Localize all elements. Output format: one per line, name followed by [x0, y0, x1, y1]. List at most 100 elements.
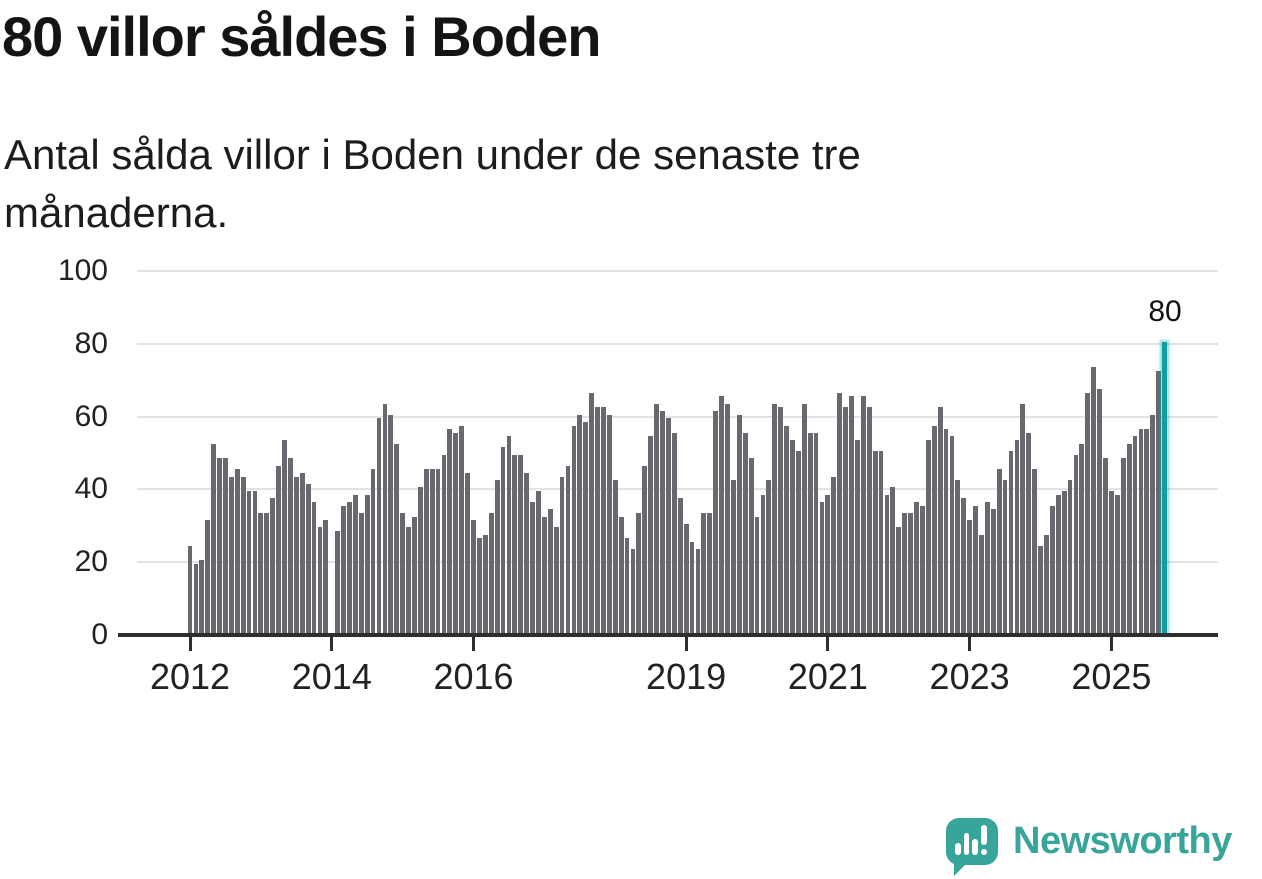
bar — [754, 516, 760, 633]
x-tick — [1109, 633, 1113, 651]
bar — [1144, 429, 1150, 633]
bar — [388, 414, 394, 633]
logo-bar-icon — [972, 839, 978, 855]
bar — [187, 545, 193, 633]
bar — [908, 512, 913, 633]
bar — [205, 520, 211, 633]
gridline — [137, 415, 1218, 418]
gridline — [137, 270, 1218, 272]
bar — [778, 407, 784, 633]
x-tick-label: 2021 — [787, 656, 868, 697]
bar — [382, 403, 388, 633]
chart-title: 80 villor såldes i Boden — [2, 5, 601, 68]
bar — [347, 502, 352, 633]
bar — [240, 476, 246, 633]
bar — [606, 414, 612, 633]
chart-subtitle: Antal sålda villor i Boden under de sena… — [4, 131, 861, 236]
y-tick-label: 40 — [74, 472, 108, 506]
gridline — [137, 561, 1218, 564]
bar — [914, 502, 919, 633]
bar — [772, 403, 778, 633]
bar — [760, 494, 766, 633]
bar — [1132, 436, 1138, 633]
x-tick-label: 2025 — [1071, 656, 1152, 697]
y-tick-label: 100 — [57, 254, 108, 287]
bar — [849, 396, 854, 633]
y-tick-label: 0 — [91, 618, 108, 651]
bar — [825, 494, 831, 633]
bar — [1020, 403, 1026, 633]
bar — [412, 516, 417, 633]
bar — [482, 534, 488, 633]
x-axis-line — [118, 633, 1218, 637]
bar — [902, 512, 908, 633]
bar — [565, 465, 571, 633]
bar — [801, 403, 807, 633]
bar — [742, 432, 748, 633]
bar — [317, 527, 323, 633]
bar — [530, 502, 535, 633]
bar — [583, 421, 589, 633]
bar — [837, 392, 843, 633]
bar — [553, 527, 559, 633]
bar — [376, 418, 382, 633]
bar — [370, 469, 376, 633]
gridline — [137, 342, 1218, 345]
bar — [252, 491, 258, 633]
bar — [1014, 440, 1020, 633]
y-tick-label: 20 — [74, 545, 108, 579]
bar — [518, 454, 524, 633]
bar — [642, 465, 648, 633]
bar — [488, 512, 494, 633]
bar — [979, 534, 984, 633]
bar — [264, 512, 270, 633]
bar — [919, 505, 925, 633]
bar — [1008, 451, 1014, 633]
x-tick-label: 2023 — [929, 656, 1010, 697]
bar — [701, 512, 707, 633]
newsworthy-logo: Newsworthy — [946, 818, 1232, 876]
bar — [494, 480, 500, 633]
y-tick-label: 80 — [74, 326, 108, 360]
bar — [293, 476, 299, 633]
bar — [211, 443, 217, 633]
bar — [1044, 534, 1049, 633]
bar — [695, 549, 701, 633]
bar — [1120, 458, 1126, 633]
bar — [595, 407, 600, 633]
x-tick — [968, 633, 972, 651]
logo-bar-icon — [963, 833, 969, 855]
bar — [973, 505, 978, 633]
x-tick-label: 2019 — [646, 656, 727, 697]
bar — [536, 491, 541, 633]
bar — [500, 447, 506, 633]
bar — [961, 498, 967, 633]
bar — [813, 432, 819, 633]
bar — [323, 520, 329, 633]
bar — [435, 469, 441, 633]
bar — [417, 487, 423, 633]
bar — [406, 527, 411, 633]
bar — [1126, 443, 1132, 633]
bar — [925, 440, 931, 633]
bar — [1002, 480, 1008, 633]
bar — [1079, 443, 1085, 633]
logo-exclamation-dot-icon — [981, 849, 987, 855]
bar — [677, 498, 683, 633]
bar — [506, 436, 512, 633]
bar — [429, 469, 435, 633]
bar — [601, 407, 606, 633]
bar — [819, 502, 825, 633]
x-tick-label: 2012 — [149, 656, 231, 697]
gridline — [137, 488, 1218, 491]
bar — [1109, 491, 1114, 633]
bar — [719, 396, 724, 633]
bar — [967, 520, 973, 633]
bar — [795, 451, 801, 633]
bar — [843, 407, 848, 633]
bar — [784, 425, 789, 633]
x-tick — [330, 633, 334, 651]
x-tick-label: 2016 — [433, 656, 514, 697]
bar — [855, 440, 860, 633]
bar — [453, 432, 459, 633]
